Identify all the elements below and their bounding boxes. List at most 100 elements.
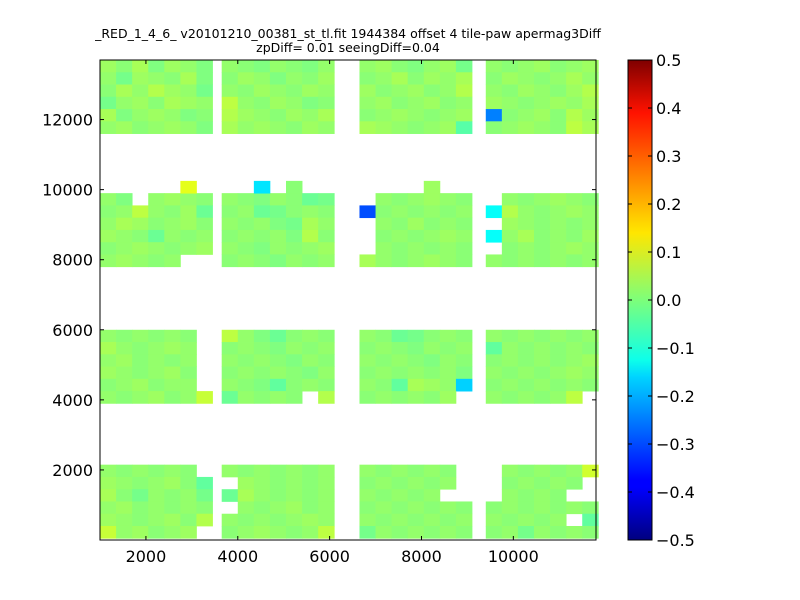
heatmap-cell xyxy=(550,121,567,134)
heatmap-cell xyxy=(100,96,117,110)
x-tick-label: 8000 xyxy=(401,547,442,566)
heatmap-cell xyxy=(550,242,567,255)
heatmap-cell xyxy=(237,501,255,515)
heatmap-cell xyxy=(566,464,583,478)
heatmap-cell xyxy=(375,60,393,73)
heatmap-cell xyxy=(375,109,393,122)
heatmap-cell xyxy=(391,109,409,122)
heatmap-cell xyxy=(391,489,409,502)
heatmap-cell xyxy=(253,217,271,231)
heatmap-cell xyxy=(375,513,393,527)
heatmap-cell xyxy=(253,60,271,73)
heatmap-cell xyxy=(116,501,133,515)
heatmap-cell xyxy=(253,464,271,478)
heatmap-cell xyxy=(455,72,473,85)
heatmap-cell xyxy=(132,525,149,539)
heatmap-cell xyxy=(196,60,213,73)
heatmap-cell xyxy=(148,513,165,527)
heatmap-cell xyxy=(485,501,503,515)
heatmap-cell xyxy=(180,513,197,527)
heatmap-cell xyxy=(148,205,165,219)
heatmap-cell xyxy=(359,354,376,367)
heatmap-cell xyxy=(237,476,255,490)
heatmap-cell xyxy=(485,354,503,367)
heatmap-cell xyxy=(164,366,181,380)
heatmap-cell xyxy=(439,193,457,206)
heatmap-cell xyxy=(375,342,393,355)
heatmap-cell xyxy=(375,464,393,478)
heatmap-cell xyxy=(302,72,319,85)
heatmap-cell xyxy=(100,193,117,206)
heatmap-cell xyxy=(286,476,303,490)
heatmap-cell xyxy=(253,501,271,515)
heatmap-cell xyxy=(196,501,213,515)
heatmap-cell xyxy=(164,229,181,243)
heatmap-cell xyxy=(407,513,425,527)
heatmap-cell xyxy=(439,217,457,231)
heatmap-cell xyxy=(221,354,239,367)
heatmap-cell xyxy=(269,378,287,392)
heatmap-cell xyxy=(164,121,181,134)
heatmap-cell xyxy=(423,501,441,515)
heatmap-cell xyxy=(359,84,376,98)
heatmap-cell xyxy=(439,84,457,98)
colorbar-tick-label: 0.1 xyxy=(656,243,681,262)
heatmap-cell xyxy=(439,378,457,392)
heatmap-cell xyxy=(566,84,583,98)
heatmap-cell xyxy=(132,96,149,110)
heatmap-cell xyxy=(391,60,409,73)
heatmap-cell xyxy=(423,525,441,539)
heatmap-cell xyxy=(148,217,165,231)
heatmap-cell xyxy=(582,501,599,515)
heatmap-cell xyxy=(455,254,473,268)
heatmap-cell xyxy=(501,229,519,243)
heatmap-cell xyxy=(517,254,535,268)
heatmap-cell xyxy=(534,501,551,515)
heatmap-cell xyxy=(100,229,117,243)
heatmap-cell xyxy=(164,217,181,231)
heatmap-cell xyxy=(116,229,133,243)
heatmap-cell xyxy=(439,354,457,367)
heatmap-cell xyxy=(359,489,376,502)
heatmap-cell xyxy=(237,60,255,73)
heatmap-cell xyxy=(253,242,271,255)
heatmap-cell xyxy=(359,109,376,122)
heatmap-cell xyxy=(375,84,393,98)
heatmap-cell xyxy=(375,193,393,206)
heatmap-cell xyxy=(566,391,583,404)
heatmap-cell xyxy=(100,60,117,73)
heatmap-cell xyxy=(116,254,133,268)
heatmap-cell xyxy=(550,513,567,527)
heatmap-cell xyxy=(132,84,149,98)
heatmap-cell xyxy=(237,525,255,539)
heatmap-cell xyxy=(534,72,551,85)
heatmap-cell xyxy=(100,489,117,502)
heatmap-cell xyxy=(286,378,303,392)
heatmap-cell xyxy=(517,72,535,85)
heatmap-cell xyxy=(253,109,271,122)
heatmap-cell xyxy=(237,84,255,98)
heatmap-cell xyxy=(359,72,376,85)
heatmap-cell xyxy=(302,96,319,110)
heatmap-cell xyxy=(132,501,149,515)
heatmap-cell xyxy=(302,84,319,98)
heatmap-cell xyxy=(164,329,181,343)
heatmap-cell xyxy=(148,378,165,392)
heatmap-cell xyxy=(318,60,335,73)
heatmap-cell xyxy=(423,513,441,527)
heatmap-cell xyxy=(534,217,551,231)
heatmap-cell xyxy=(318,229,335,243)
heatmap-cell xyxy=(391,378,409,392)
heatmap-cell xyxy=(180,366,197,380)
heatmap-cell xyxy=(116,366,133,380)
heatmap-cell xyxy=(359,342,376,355)
heatmap-cell xyxy=(517,121,535,134)
heatmap-cell xyxy=(100,513,117,527)
heatmap-cell xyxy=(501,489,519,502)
heatmap-cell xyxy=(180,378,197,392)
heatmap-cell xyxy=(253,489,271,502)
heatmap-cell xyxy=(423,109,441,122)
heatmap-cell xyxy=(550,329,567,343)
heatmap-cell xyxy=(550,84,567,98)
heatmap-cell xyxy=(501,342,519,355)
